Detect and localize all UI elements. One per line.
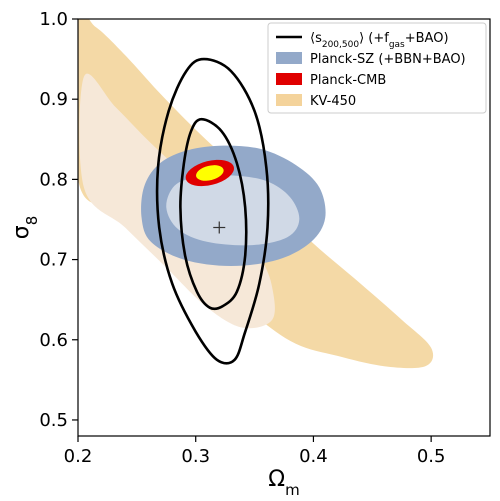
planck-sz-inner-contour [166, 175, 300, 246]
y-tick-label: 0.9 [39, 89, 68, 110]
x-axis-ticks: 0.2 0.3 0.4 0.5 [64, 436, 446, 467]
plot-frame [77, 18, 491, 437]
x-tick-label: 0.2 [64, 446, 93, 467]
y-axis-label: σ8 [9, 216, 41, 240]
x-axis-label-sub: m [285, 481, 300, 499]
y-tick-label: 0.5 [39, 410, 68, 431]
x-tick-label: 0.3 [181, 446, 210, 467]
y-axis-ticks: 0.5 0.6 0.7 0.8 0.9 1.0 [39, 9, 78, 431]
legend: ⟨s200,500⟩ (+fgas+BAO) Planck-SZ (+BBN+BA… [267, 22, 487, 114]
x-axis-label: Ωm [268, 467, 299, 499]
contour-layer [78, 19, 434, 369]
best-fit-marker [213, 221, 226, 234]
y-axis-label-sub: 8 [23, 216, 41, 226]
y-tick-label: 0.8 [39, 169, 68, 190]
legend-swatch [276, 73, 302, 85]
x-tick-label: 0.4 [299, 446, 328, 467]
legend-entry: KV-450 [276, 94, 356, 109]
legend-swatch [276, 52, 302, 64]
series-clusters [155, 57, 270, 365]
legend-box [267, 22, 487, 114]
legend-label: Planck-SZ (+BBN+BAO) [310, 52, 466, 67]
legend-swatch [276, 94, 302, 106]
series-planck-cmb [185, 159, 235, 187]
legend-label: ⟨s200,500⟩ (+fgas+BAO) [310, 31, 449, 50]
y-tick-label: 1.0 [39, 9, 68, 30]
planck-cmb-inner-contour [196, 165, 224, 181]
y-tick-label: 0.6 [39, 330, 68, 351]
clusters-outer-contour [155, 57, 270, 365]
x-axis-label-main: Ω [268, 467, 285, 492]
legend-entry: Planck-CMB [276, 73, 386, 88]
y-axis-label-main: σ [9, 225, 34, 239]
legend-entry: ⟨s200,500⟩ (+fgas+BAO) [276, 31, 449, 50]
series-planck-sz [141, 145, 326, 266]
y-tick-label: 0.7 [39, 250, 68, 271]
legend-label: KV-450 [310, 94, 356, 109]
legend-entry: Planck-SZ (+BBN+BAO) [276, 52, 466, 67]
clusters-inner-contour [179, 117, 248, 311]
legend-label: Planck-CMB [310, 73, 386, 88]
x-tick-label: 0.5 [417, 446, 446, 467]
